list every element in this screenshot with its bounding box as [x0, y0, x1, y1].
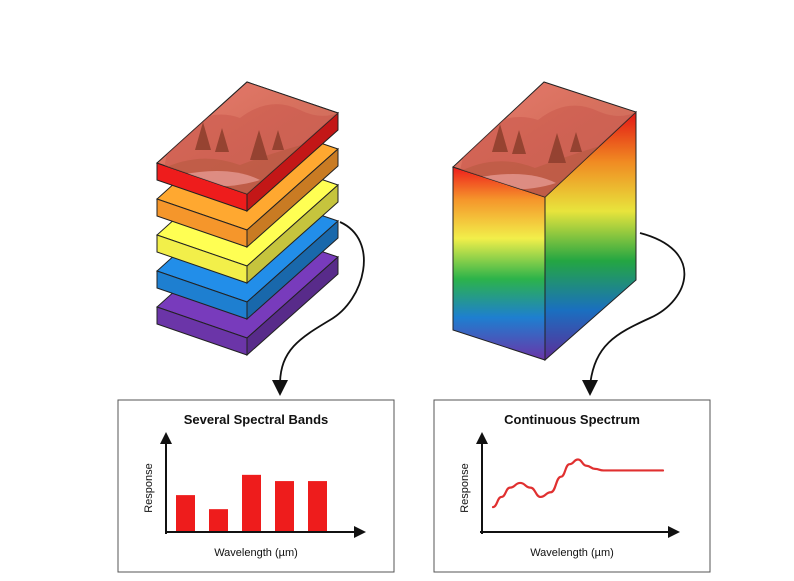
- bar-3: [242, 474, 261, 531]
- left-panel-title: Several Spectral Bands: [184, 412, 329, 427]
- bar-series: [176, 474, 327, 531]
- connector-arrow-left: [279, 221, 365, 386]
- left-x-axis-arrow-icon: [354, 526, 366, 538]
- right-x-axis-label: Wavelength (µm): [530, 547, 614, 559]
- right-y-axis-arrow-icon: [476, 432, 488, 444]
- connector-arrow-right: [589, 232, 686, 386]
- bar-5: [308, 481, 327, 531]
- right-chart-panel: Continuous Spectrum Response Wavelength …: [433, 399, 711, 573]
- left-y-axis-arrow-icon: [160, 432, 172, 444]
- left-chart-panel: Several Spectral Bands Response Waveleng…: [117, 399, 395, 573]
- arrowhead-left-icon: [272, 380, 288, 396]
- left-y-axis-label: Response: [143, 463, 155, 513]
- right-x-axis-arrow-icon: [668, 526, 680, 538]
- bar-1: [176, 495, 195, 531]
- left-x-axis-label: Wavelength (µm): [214, 547, 298, 559]
- arrowhead-right-icon: [582, 380, 598, 396]
- bar-4: [275, 481, 294, 531]
- spectrum-curve: [491, 458, 665, 509]
- continuous-cube: [452, 81, 637, 362]
- right-panel-title: Continuous Spectrum: [504, 412, 640, 427]
- right-y-axis-label: Response: [459, 463, 471, 513]
- bar-2: [209, 509, 228, 531]
